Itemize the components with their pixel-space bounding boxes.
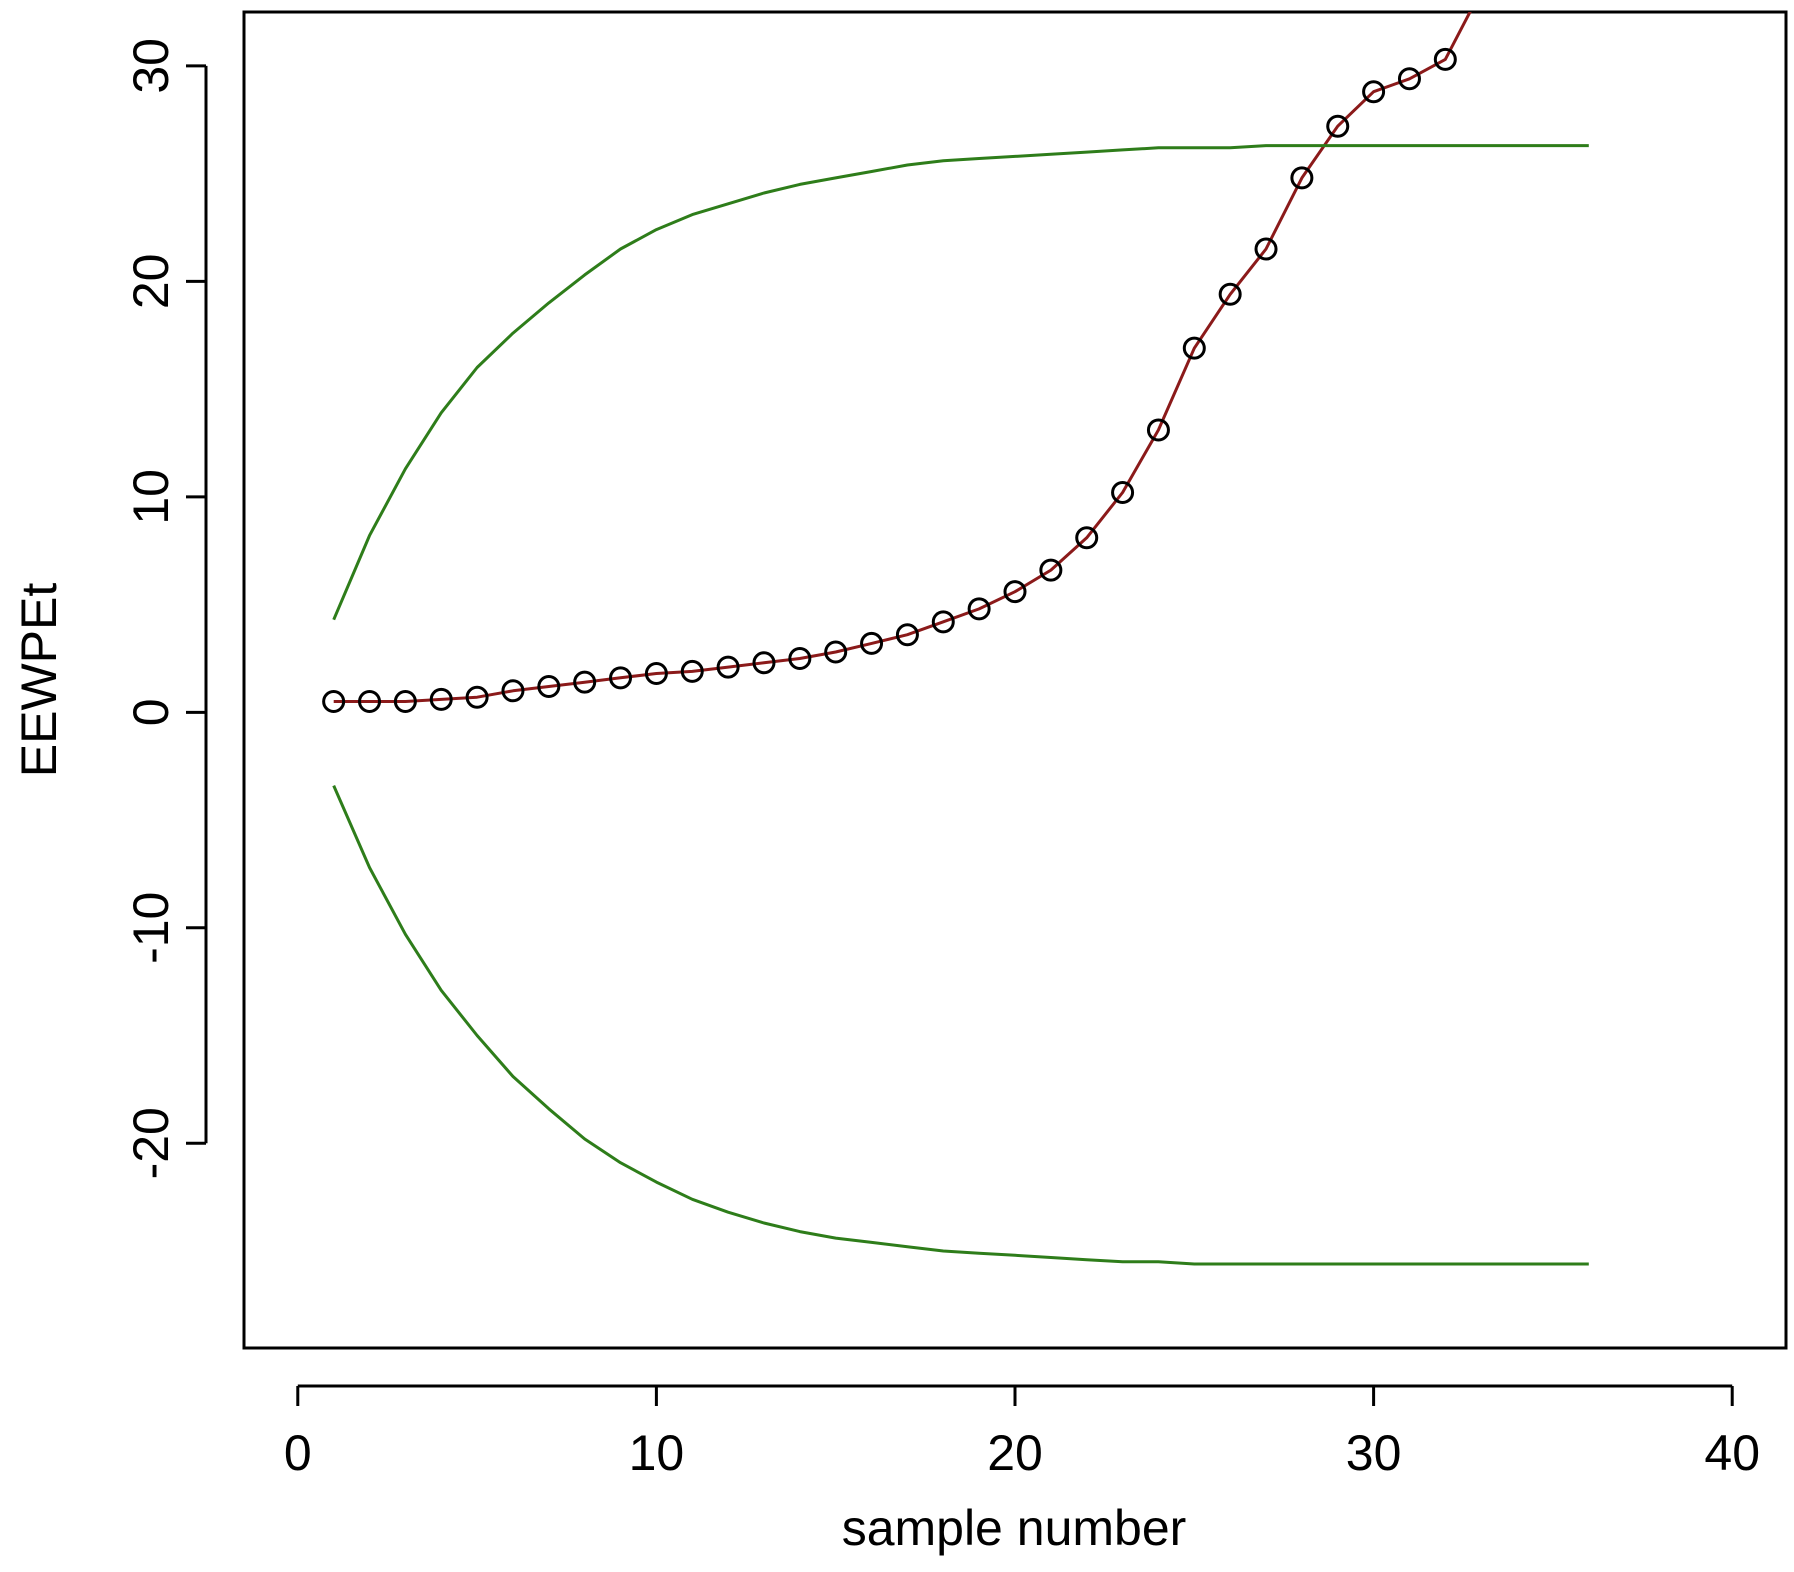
y-tick-label: -10 xyxy=(123,892,179,964)
data-point xyxy=(1039,558,1063,582)
data-point xyxy=(1362,80,1386,104)
data-point xyxy=(788,646,812,670)
data-point xyxy=(1218,282,1242,306)
data-point xyxy=(1254,237,1278,261)
y-tick-label: 0 xyxy=(123,698,179,726)
data-point xyxy=(1397,67,1421,91)
plot-frame xyxy=(242,10,1788,1350)
y-tick-label: 20 xyxy=(123,254,179,310)
data-point xyxy=(824,640,848,664)
y-tick-label: 10 xyxy=(123,469,179,525)
x-axis-title: sample number xyxy=(842,1500,1187,1556)
data-point xyxy=(465,685,489,709)
y-tick-label: -20 xyxy=(123,1107,179,1179)
data-point xyxy=(860,631,884,655)
y-axis: -20 -10 0 10 20 30 xyxy=(123,38,208,1179)
data-point xyxy=(609,666,633,690)
data-point xyxy=(573,670,597,694)
data-point xyxy=(716,655,740,679)
x-tick-label: 20 xyxy=(987,1425,1043,1481)
data-point xyxy=(537,674,561,698)
data-point xyxy=(1433,47,1457,71)
x-axis: 0 10 20 30 40 xyxy=(284,1384,1760,1481)
x-tick-label: 40 xyxy=(1704,1425,1760,1481)
data-point xyxy=(752,651,776,675)
data-point xyxy=(322,690,346,714)
data-point xyxy=(895,623,919,647)
data-point xyxy=(680,659,704,683)
series-line-ucl xyxy=(332,144,1589,621)
data-point xyxy=(1290,166,1314,190)
data-point xyxy=(967,597,991,621)
plot-area xyxy=(322,12,1589,1266)
data-point xyxy=(393,690,417,714)
data-point xyxy=(358,690,382,714)
data-point xyxy=(1146,418,1170,442)
data-point xyxy=(931,610,955,634)
x-tick-label: 0 xyxy=(284,1425,312,1481)
series-line-eewpet xyxy=(333,12,1472,703)
y-tick-label: 30 xyxy=(123,38,179,94)
data-point xyxy=(501,679,525,703)
data-point xyxy=(1111,481,1135,505)
data-point xyxy=(1003,580,1027,604)
x-tick-label: 30 xyxy=(1346,1425,1402,1481)
data-point xyxy=(1326,114,1350,138)
data-point xyxy=(1182,336,1206,360)
data-point xyxy=(429,687,453,711)
data-point xyxy=(644,662,668,686)
series-line-lcl xyxy=(332,784,1589,1266)
data-point xyxy=(1075,526,1099,550)
x-tick-label: 10 xyxy=(629,1425,685,1481)
y-axis-title: EEWPEt xyxy=(11,583,67,778)
